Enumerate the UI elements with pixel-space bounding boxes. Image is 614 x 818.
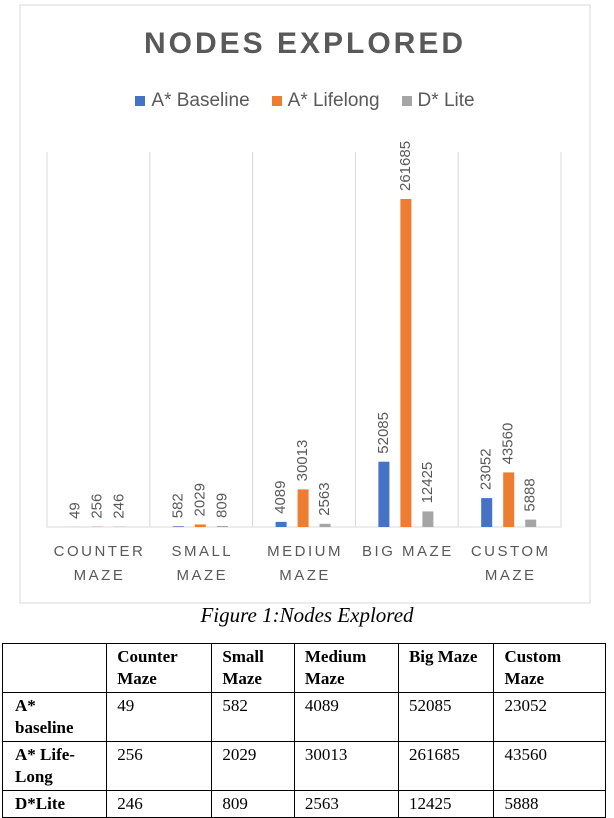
legend-item: A* Lifelong <box>272 90 380 112</box>
value-label: 4089 <box>272 480 289 513</box>
value-label: 43560 <box>500 423 517 465</box>
table-cell: 12425 <box>398 791 494 818</box>
header-cell: Counter Maze <box>107 644 212 693</box>
value-label: 12425 <box>419 462 436 504</box>
table-cell: 49 <box>107 693 212 742</box>
x-tick-label: BIG MAZE <box>356 540 459 564</box>
legend-item: A* Baseline <box>135 90 249 112</box>
value-label: 256 <box>88 494 105 519</box>
chart-title: NODES EXPLORED <box>144 27 466 60</box>
legend-label: A* Lifelong <box>288 90 380 112</box>
figure-caption: Figure 1:Nodes Explored <box>0 603 614 628</box>
header-cell <box>3 644 107 693</box>
x-tick-label: SMALL MAZE <box>151 540 254 588</box>
table-cell: 30013 <box>294 742 398 791</box>
table-cell: 809 <box>212 791 295 818</box>
legend-label: A* Baseline <box>151 90 249 112</box>
header-cell: Small Maze <box>212 644 295 693</box>
value-label: 582 <box>169 493 186 518</box>
table-cell: 256 <box>107 742 212 791</box>
value-label: 261685 <box>397 141 414 191</box>
bar <box>525 520 536 527</box>
table-cell: 246 <box>107 791 212 818</box>
table-cell: 2029 <box>212 742 295 791</box>
value-label: 5888 <box>522 478 539 511</box>
legend-swatch <box>272 96 282 106</box>
row-header: A* baseline <box>3 693 107 742</box>
table-cell: 52085 <box>398 693 494 742</box>
bar <box>481 498 492 527</box>
row-header: A* Life-Long <box>3 742 107 791</box>
value-label: 30013 <box>294 440 311 482</box>
bar <box>173 526 184 527</box>
value-label: 2029 <box>191 483 208 516</box>
header-cell: Medium Maze <box>294 644 398 693</box>
legend: A* Baseline A* Lifelong D* Lite <box>20 90 590 112</box>
header-cell: Big Maze <box>398 644 494 693</box>
x-tick-label: MEDIUM MAZE <box>254 540 357 588</box>
value-label: 23052 <box>478 448 495 490</box>
x-tick-label: COUNTER MAZE <box>48 540 151 588</box>
bar <box>503 472 514 527</box>
value-label: 52085 <box>375 412 392 454</box>
bar <box>276 522 287 527</box>
table-cell: 261685 <box>398 742 494 791</box>
header-cell: Custom Maze <box>494 644 606 693</box>
bar <box>422 511 433 527</box>
row-header: D*Lite <box>3 791 107 818</box>
value-label: 2563 <box>316 482 333 515</box>
legend-label: D* Lite <box>418 90 475 112</box>
legend-swatch <box>402 96 412 106</box>
bar <box>217 526 228 527</box>
table-cell: 4089 <box>294 693 398 742</box>
table-cell: 23052 <box>494 693 606 742</box>
bar <box>298 489 309 527</box>
legend-item: D* Lite <box>402 90 475 112</box>
x-tick-label: CUSTOM MAZE <box>459 540 562 588</box>
table-cell: 2563 <box>294 791 398 818</box>
bar <box>400 199 411 527</box>
bar <box>378 462 389 527</box>
bar <box>195 524 206 527</box>
legend-swatch <box>135 96 145 106</box>
bar <box>320 524 331 527</box>
value-label: 246 <box>110 494 127 519</box>
value-label: 809 <box>213 493 230 518</box>
table-cell: 5888 <box>494 791 606 818</box>
table-cell: 43560 <box>494 742 606 791</box>
table-cell: 582 <box>212 693 295 742</box>
value-label: 49 <box>66 502 83 519</box>
